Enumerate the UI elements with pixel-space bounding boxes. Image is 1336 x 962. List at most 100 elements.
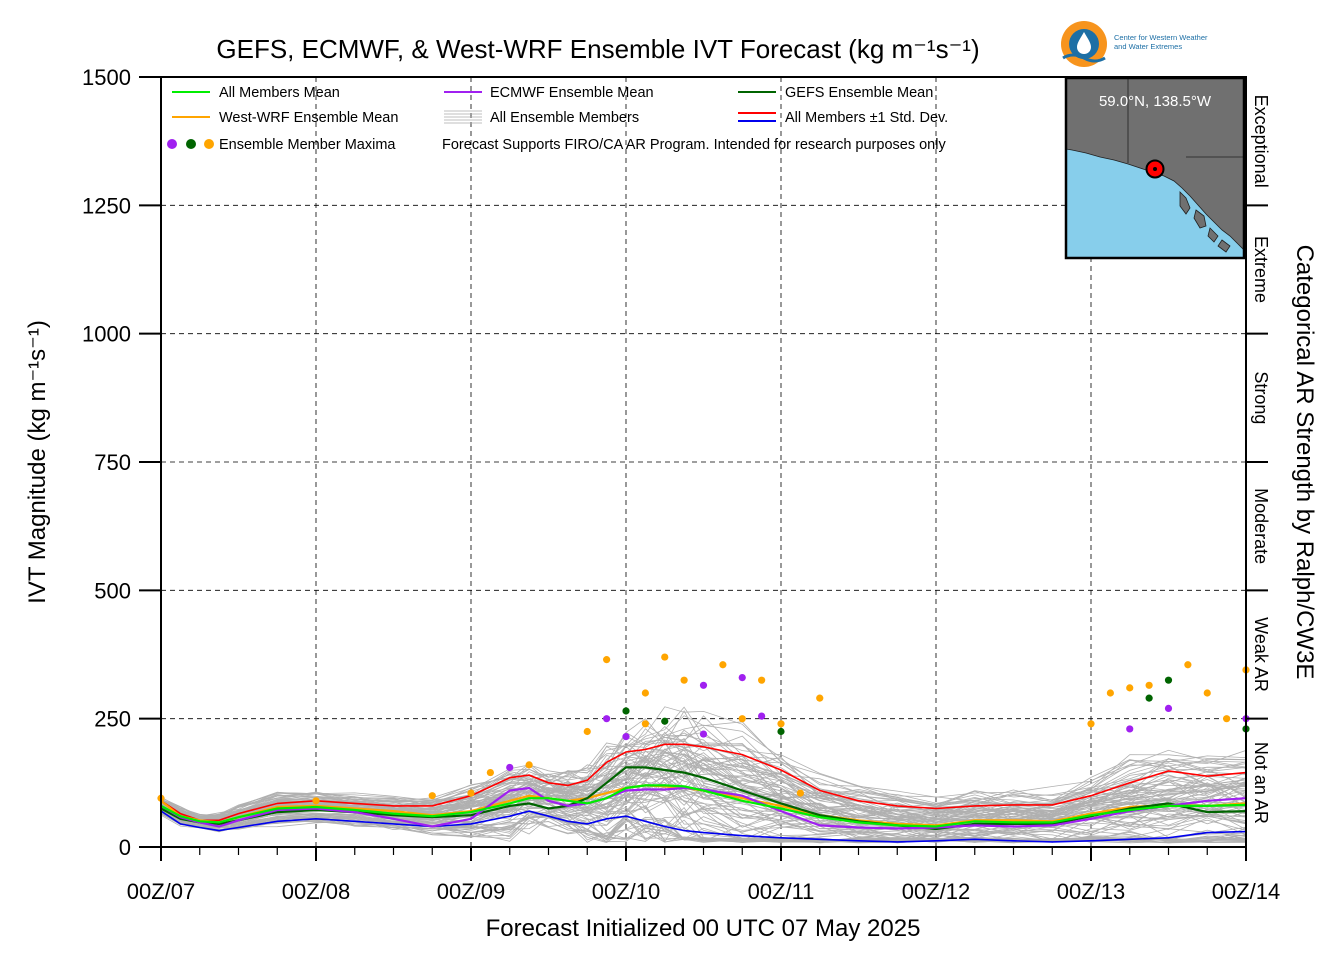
x-tick-label: 00Z/10 <box>592 879 661 904</box>
legend-label-members: All Ensemble Members <box>490 110 639 126</box>
legend-label-gefs-mean: GEFS Ensemble Mean <box>785 85 933 101</box>
maxima-point <box>699 681 708 689</box>
std-dev-lower-line <box>161 810 1246 843</box>
chart-title: GEFS, ECMWF, & West-WRF Ensemble IVT For… <box>216 34 979 64</box>
logo-text-line1: Center for Western Weather <box>1114 33 1208 42</box>
maxima-point <box>796 789 804 797</box>
inset-coordinates: 59.0°N, 138.5°W <box>1099 93 1212 110</box>
maxima-point <box>680 676 688 684</box>
logo-text-line2: and Water Extremes <box>1114 42 1182 51</box>
maxima-point <box>1087 720 1095 728</box>
legend-label-maxima: Ensemble Member Maxima <box>219 137 396 153</box>
maxima-point <box>699 730 708 738</box>
maxima-point <box>506 763 514 772</box>
ensemble-member-line <box>161 807 1246 842</box>
maxima-point <box>1145 681 1153 689</box>
logo-water-drop-icon <box>1077 32 1091 54</box>
x-tick-label: 00Z/09 <box>437 879 506 904</box>
category-label: Weak AR <box>1251 617 1271 692</box>
ensemble-member-line <box>161 796 1246 841</box>
y-tick-label: 750 <box>94 450 131 475</box>
all-members-mean-line <box>161 784 1246 828</box>
ensemble-member-line <box>161 706 1246 817</box>
ensemble-member-line <box>161 811 1246 844</box>
maxima-point <box>583 727 591 736</box>
x-tick-label: 00Z/07 <box>127 879 196 904</box>
maxima-point <box>428 792 436 800</box>
legend: All Members Mean ECMWF Ensemble Mean GEF… <box>167 85 948 153</box>
legend-note: Forecast Supports FIRO/CA AR Program. In… <box>442 137 946 153</box>
series-lines <box>161 743 1246 843</box>
std-dev-upper-line <box>161 743 1246 822</box>
maxima-point <box>1126 684 1134 692</box>
maxima-point <box>758 676 766 684</box>
legend-label-all-mean: All Members Mean <box>219 85 340 101</box>
legend-dot-ecmwf <box>167 139 177 149</box>
maxima-point <box>603 656 611 664</box>
maxima-point <box>603 715 611 723</box>
ensemble-member-line <box>161 757 1246 820</box>
inset-frame <box>1064 76 1246 260</box>
category-label: Strong <box>1251 371 1271 424</box>
y-tick-label: 1500 <box>82 65 131 90</box>
ensemble-member-line <box>161 814 1246 844</box>
y-tick-label: 1250 <box>82 193 131 218</box>
ecmwf-mean-line <box>161 786 1246 830</box>
legend-swatch-members <box>444 110 482 124</box>
maxima-point <box>622 733 630 741</box>
maxima-point <box>1203 689 1211 697</box>
maxima-point <box>1106 689 1114 697</box>
maxima-point <box>1184 661 1192 669</box>
x-tick-label: 00Z/13 <box>1057 879 1126 904</box>
legend-dot-wrf <box>204 139 214 149</box>
maxima-point <box>777 727 785 736</box>
maxima-point <box>1223 715 1231 723</box>
legend-label-ecmwf-mean: ECMWF Ensemble Mean <box>490 85 654 101</box>
maxima-point <box>661 717 669 725</box>
category-label: Not an AR <box>1251 742 1271 824</box>
maxima-point <box>312 797 320 805</box>
maxima-point <box>1145 694 1153 702</box>
category-labels: Not an AR Weak AR Moderate Strong Extreme Exc… <box>1246 95 1271 824</box>
y-tick-label: 500 <box>94 578 131 603</box>
axes: 0 250 500 750 1000 1250 1500 00Z/07 00Z/08 00Z/09… <box>82 65 1280 904</box>
location-inset-map: 59.0°N, 138.5°W <box>1064 76 1246 260</box>
y-tick-label: 250 <box>94 707 131 732</box>
maxima-point <box>777 720 785 728</box>
ensemble-member-line <box>161 811 1246 844</box>
maxima-point <box>1164 704 1173 713</box>
x-axis-label: Forecast Initialized 00 UTC 07 May 2025 <box>486 915 921 942</box>
y-tick-label: 1000 <box>82 322 131 347</box>
maxima-point <box>486 768 494 777</box>
logo-wave-icon <box>1062 53 1106 63</box>
maxima-point <box>1126 725 1134 733</box>
location-marker-center <box>1153 167 1157 171</box>
maxima-point <box>525 761 533 769</box>
maxima-point <box>816 694 824 702</box>
maxima-point <box>758 712 766 720</box>
inset-islands <box>1179 191 1231 253</box>
y-tick-label: 0 <box>119 835 131 860</box>
category-label: Exceptional <box>1251 95 1271 188</box>
maxima-points <box>157 653 1250 805</box>
ensemble-member-line <box>161 710 1246 817</box>
maxima-point <box>1164 676 1173 684</box>
legend-label-std: All Members ±1 Std. Dev. <box>785 110 948 126</box>
legend-dot-gefs <box>186 139 196 149</box>
maxima-point <box>738 715 746 723</box>
maxima-point <box>622 707 630 715</box>
maxima-point <box>641 720 649 728</box>
x-tick-label: 00Z/12 <box>902 879 971 904</box>
maxima-point <box>719 661 727 669</box>
grid-lines <box>161 77 1246 847</box>
category-label: Moderate <box>1251 488 1271 564</box>
maxima-point <box>641 689 649 697</box>
maxima-point <box>467 789 475 797</box>
right-axis-label: Categorical AR Strength by Ralph/CW3E <box>1291 245 1318 680</box>
legend-label-wrf-mean: West-WRF Ensemble Mean <box>219 110 398 126</box>
category-label: Extreme <box>1251 236 1271 303</box>
maxima-point <box>738 674 746 682</box>
x-tick-label: 00Z/14 <box>1212 879 1281 904</box>
gefs-mean-line <box>161 766 1246 831</box>
